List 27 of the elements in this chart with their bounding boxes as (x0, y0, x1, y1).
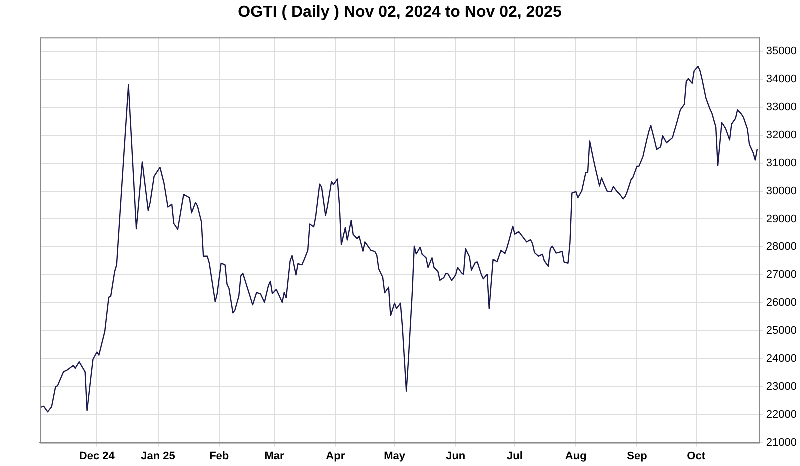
x-tick-label: Sep (627, 450, 648, 462)
y-tick-label: 31000 (766, 157, 798, 170)
y-tick-label: 28000 (766, 241, 798, 254)
x-tick-label: Oct (687, 450, 706, 462)
x-tick-label: Dec 24 (79, 450, 116, 462)
y-tick-label: 27000 (766, 269, 798, 282)
x-tick-label: Aug (565, 450, 587, 462)
y-tick-label: 24000 (766, 352, 798, 365)
y-tick-label: 26000 (766, 297, 798, 310)
y-tick-label: 23000 (766, 380, 798, 393)
y-tick-label: 30000 (766, 185, 798, 198)
chart-title: OGTI ( Daily ) Nov 02, 2024 to Nov 02, 2025 (237, 3, 563, 23)
x-tick-label: Mar (264, 450, 286, 462)
x-tick-label: May (384, 450, 406, 462)
y-tick-label: 34000 (766, 74, 798, 86)
y-tick-label: 35000 (766, 46, 798, 58)
y-tick-label: 21000 (766, 436, 798, 449)
y-tick-label: 25000 (766, 325, 798, 338)
y-tick-label: 33000 (766, 101, 798, 114)
x-tick-label: Apr (326, 450, 346, 462)
x-tick-label: Jan 25 (141, 450, 176, 462)
y-tick-label: 22000 (766, 408, 798, 421)
y-tick-label: 32000 (766, 129, 798, 142)
x-tick-label: Jun (446, 450, 466, 462)
y-tick-label: 29000 (766, 213, 798, 226)
x-tick-label: Jul (507, 450, 523, 462)
x-tick-label: Feb (210, 450, 230, 462)
